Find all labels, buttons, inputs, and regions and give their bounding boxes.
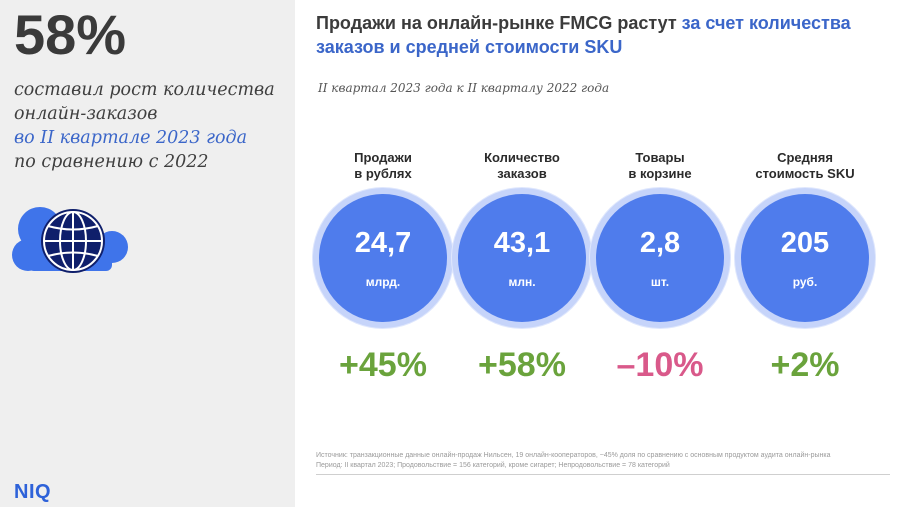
- metric-change: +45%: [339, 346, 427, 384]
- footnote-line: Источник: транзакционные данные онлайн-п…: [316, 452, 831, 459]
- headline-number: 58%: [14, 3, 127, 66]
- left-panel: 58% составил рост количества онлайн-зака…: [0, 0, 295, 507]
- metric-circle: 205 руб.: [741, 194, 869, 322]
- metric-unit: млн.: [508, 275, 536, 289]
- metric-value: 24,7: [354, 227, 412, 259]
- metric-label: Количество заказов: [452, 150, 592, 182]
- metric-change: +2%: [770, 346, 840, 384]
- metric-circle: 2,8 шт.: [596, 194, 724, 322]
- metric-label: Продажи в рублях: [313, 150, 453, 182]
- metric-label-line: Продажи: [354, 150, 412, 165]
- footnote-divider: [316, 474, 890, 475]
- source-footnote: Источник: транзакционные данные онлайн-п…: [316, 451, 896, 471]
- metric-circle: 43,1 млн.: [458, 194, 586, 322]
- title-part: Продажи на онлайн-рынке FMCG растут: [316, 13, 682, 33]
- footnote-line: Период: II квартал 2023; Продовольствие …: [316, 462, 670, 469]
- metric-label-line: в корзине: [628, 166, 692, 181]
- title-part-highlight: за счет количества заказов и средней сто…: [316, 13, 851, 57]
- metric-label-line: стоимость SKU: [755, 166, 855, 181]
- period-subtitle: II квартал 2023 года к II кварталу 2022 …: [318, 81, 610, 95]
- metric-value: 205: [780, 227, 830, 259]
- metric-label-line: Средняя: [777, 150, 833, 165]
- metric-unit: шт.: [650, 275, 670, 289]
- metric-label-line: заказов: [497, 166, 547, 181]
- metric-label-line: Товары: [635, 150, 685, 165]
- headline-line: онлайн-заказов: [14, 104, 158, 124]
- metric-circle: 24,7 млрд.: [319, 194, 447, 322]
- metric-unit: руб.: [792, 275, 818, 289]
- headline-line: по сравнению с 2022: [14, 152, 209, 172]
- niq-logo: NIQ: [14, 481, 52, 503]
- metric-label-line: Количество: [484, 150, 560, 165]
- page-title: Продажи на онлайн-рынке FMCG растут за с…: [316, 11, 891, 59]
- metric-value: 43,1: [493, 227, 551, 259]
- headline-line: составил рост количества: [14, 80, 275, 100]
- metric-value: 2,8: [639, 227, 681, 259]
- metric-label: Товары в корзине: [590, 150, 730, 182]
- metric-unit: млрд.: [365, 275, 401, 289]
- metric-change: –10%: [616, 346, 704, 384]
- headline-line-highlight: во II квартале 2023 года: [14, 128, 248, 148]
- cloud-globe-icon: [12, 207, 128, 273]
- metric-change: +58%: [478, 346, 566, 384]
- headline-description: составил рост количества онлайн-заказов …: [14, 78, 289, 174]
- metric-label-line: в рублях: [354, 166, 412, 181]
- metric-label: Средняя стоимость SKU: [735, 150, 875, 182]
